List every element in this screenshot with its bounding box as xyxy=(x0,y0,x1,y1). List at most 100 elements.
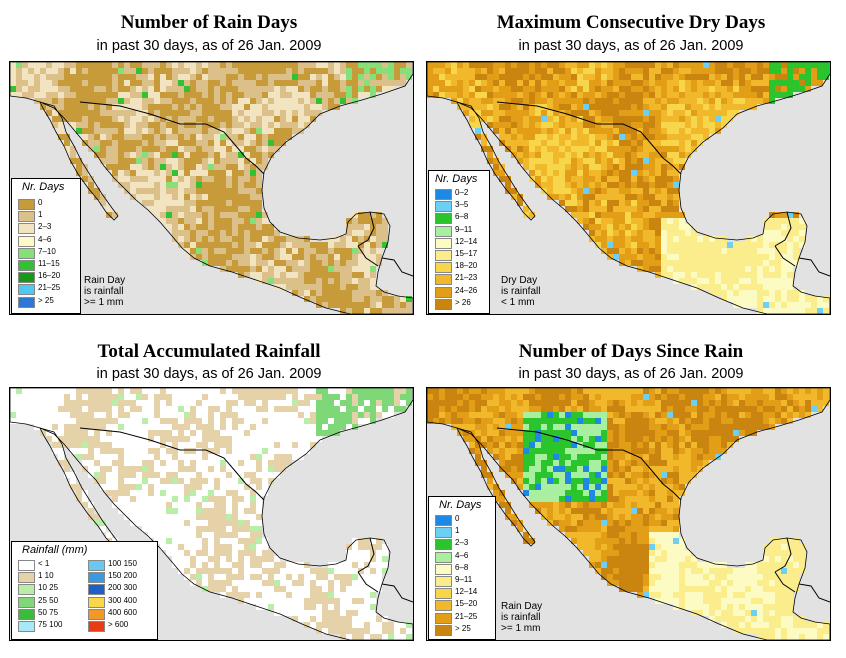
legend-swatch xyxy=(18,272,35,284)
coastline xyxy=(456,101,536,221)
legend-swatch xyxy=(18,235,35,247)
legend-swatch xyxy=(18,284,35,296)
raster-cells xyxy=(10,388,412,640)
legend-label: 4–6 xyxy=(38,234,52,244)
legend-label: 75 100 xyxy=(38,620,63,629)
legend-swatch xyxy=(18,223,35,235)
legend-swatch xyxy=(18,608,35,620)
legend-title: Nr. Days xyxy=(439,499,482,511)
country-border xyxy=(798,257,830,277)
legend-label: 15–20 xyxy=(455,599,478,609)
country-border xyxy=(496,101,682,175)
note-line: < 1 mm xyxy=(501,297,535,308)
note-line: Rain Day xyxy=(501,601,543,612)
legend-swatch xyxy=(88,608,105,620)
legend-swatch xyxy=(18,211,35,223)
legend-title: Rainfall (mm) xyxy=(22,544,88,556)
legend-swatch xyxy=(18,247,35,259)
legend-swatch xyxy=(18,260,35,271)
note-line: Dry Day xyxy=(501,275,538,286)
map-raster xyxy=(10,62,413,314)
legend-label: 6–8 xyxy=(455,212,469,222)
legend-swatch xyxy=(435,539,452,551)
legend-label: 11–15 xyxy=(38,259,60,268)
legend-swatch xyxy=(18,596,35,608)
legend-swatch xyxy=(435,588,452,600)
country-border xyxy=(381,583,413,603)
legend-swatch xyxy=(88,621,105,632)
legend-swatch xyxy=(88,572,105,584)
legend-label: 24–26 xyxy=(455,285,478,295)
country-border xyxy=(357,211,375,247)
note-line: is rainfall xyxy=(84,286,124,297)
legend-label: 200 300 xyxy=(108,583,137,593)
legend-label: 3–5 xyxy=(455,200,469,210)
note-line: Rain Day xyxy=(84,275,126,286)
legend-swatch xyxy=(435,612,452,624)
coastline xyxy=(10,388,413,640)
map-frame[interactable]: Rainfall (mm) < 1 1 10 10 25 25 50 50 75 75 1… xyxy=(9,387,414,641)
legend-label: 21–23 xyxy=(455,273,478,283)
legend-swatch xyxy=(435,563,452,575)
note-line: is rainfall xyxy=(501,612,541,623)
legend-title: Nr. Days xyxy=(435,173,478,185)
country-border xyxy=(774,571,796,593)
legend-label: 9–11 xyxy=(455,575,473,584)
panel-title: Total Accumulated Rainfall xyxy=(97,341,321,362)
legend-swatch xyxy=(435,225,452,237)
legend-swatch xyxy=(435,250,452,261)
legend-label: > 600 xyxy=(108,620,129,629)
legend-label: 1 xyxy=(38,210,43,220)
map-note: Dry Day is rainfall < 1 mm xyxy=(501,275,540,308)
legend-label: 2–3 xyxy=(455,538,469,548)
legend-swatch xyxy=(435,515,452,526)
panel-subtitle: in past 30 days, as of 26 Jan. 2009 xyxy=(518,38,744,54)
legend-label: > 25 xyxy=(38,295,54,305)
map-frame[interactable]: Nr. Days 0 1 2–3 4–6 7–10 11–15 16–20 21–25 > 25… xyxy=(9,61,414,315)
coastline xyxy=(456,427,536,547)
map-note: Rain Day is rainfall >= 1 mm xyxy=(501,601,542,634)
legend-label: > 25 xyxy=(455,623,471,633)
country-border xyxy=(381,257,413,277)
country-border xyxy=(79,101,265,175)
map-frame[interactable]: Nr. Days 0–2 3–5 6–8 9–11 12–14 15–17 18–20 21–… xyxy=(426,61,831,315)
map-frame[interactable]: Nr. Days 0 1 2–3 4–6 6–8 9–11 12–14 15–20 21–25 >… xyxy=(426,387,831,641)
legend-swatch xyxy=(18,621,35,632)
legend-label: 6–8 xyxy=(455,562,469,572)
coastline xyxy=(10,62,413,314)
country-border xyxy=(774,245,796,267)
country-border xyxy=(357,571,379,593)
coastline xyxy=(39,101,119,221)
country-border xyxy=(357,245,379,267)
legend-label: 1 xyxy=(455,526,460,536)
note-line: >= 1 mm xyxy=(501,623,541,634)
country-border xyxy=(79,427,265,501)
legend-label: 300 400 xyxy=(108,595,137,605)
legend-swatch xyxy=(435,286,452,298)
map-raster xyxy=(10,388,413,640)
map-legend: Nr. Days 0 1 2–3 4–6 6–8 9–11 12–14 15–20 21–25 >… xyxy=(428,496,496,640)
raster-cells xyxy=(10,62,412,314)
legend-label: 15–17 xyxy=(455,249,478,258)
legend-swatch xyxy=(18,199,35,210)
legend-label: 9–11 xyxy=(455,224,473,234)
legend-swatch xyxy=(18,572,35,584)
note-line: is rainfall xyxy=(501,286,541,297)
coastline xyxy=(427,388,830,640)
map-legend: Rainfall (mm) < 1 1 10 10 25 25 50 50 75 75 1… xyxy=(11,541,158,640)
legend-swatch xyxy=(435,274,452,286)
panel-subtitle: in past 30 days, as of 26 Jan. 2009 xyxy=(518,366,744,382)
legend-label: 4–6 xyxy=(455,550,469,560)
country-border xyxy=(798,583,830,603)
country-border xyxy=(496,427,682,501)
map-raster xyxy=(427,62,830,314)
legend-swatch xyxy=(435,624,452,636)
legend-swatch xyxy=(88,560,105,571)
legend-swatch xyxy=(18,296,35,308)
legend-label: 16–20 xyxy=(38,271,61,281)
legend-label: 18–20 xyxy=(455,261,478,271)
country-border xyxy=(774,537,792,573)
panel-total-rainfall: Total Accumulated Rainfall in past 30 da… xyxy=(0,329,423,658)
panel-subtitle: in past 30 days, as of 26 Jan. 2009 xyxy=(96,38,322,54)
legend-swatch xyxy=(435,213,452,225)
